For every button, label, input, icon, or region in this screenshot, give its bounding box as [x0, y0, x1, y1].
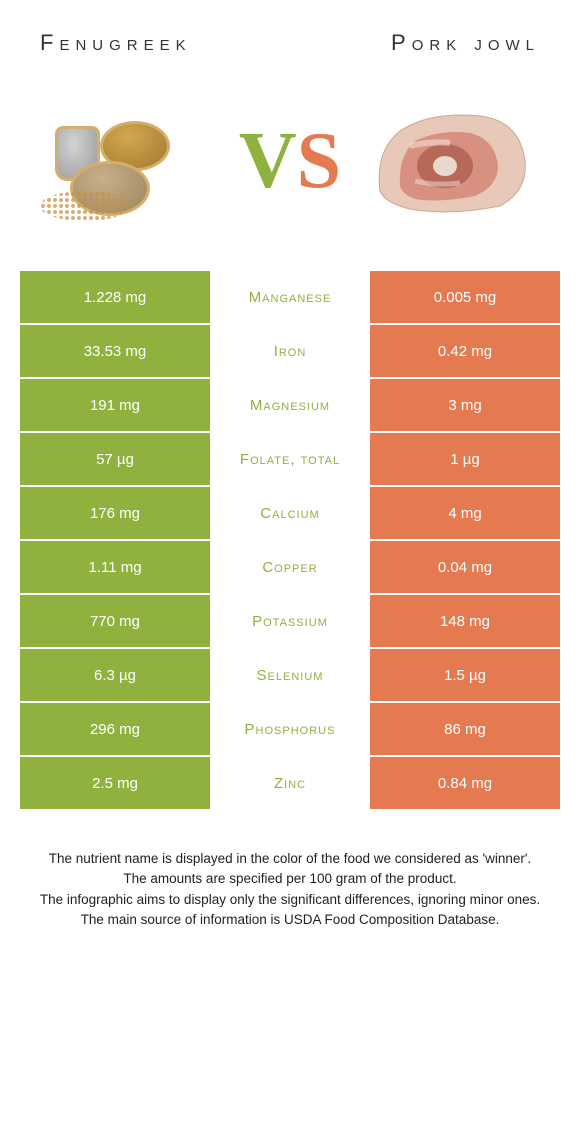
table-row: 770 mgPotassium148 mg: [20, 595, 560, 647]
nutrient-label: Zinc: [210, 757, 370, 809]
right-food-title: Pork jowl: [391, 30, 540, 56]
footer-line-3: The infographic aims to display only the…: [30, 890, 550, 910]
right-value: 1.5 µg: [370, 649, 560, 701]
vs-label: VS: [239, 116, 341, 207]
right-value: 86 mg: [370, 703, 560, 755]
table-row: 1.11 mgCopper0.04 mg: [20, 541, 560, 593]
nutrient-label: Calcium: [210, 487, 370, 539]
nutrient-label: Phosphorus: [210, 703, 370, 755]
footer-notes: The nutrient name is displayed in the co…: [20, 849, 560, 930]
table-row: 176 mgCalcium4 mg: [20, 487, 560, 539]
left-value: 6.3 µg: [20, 649, 210, 701]
right-value: 3 mg: [370, 379, 560, 431]
footer-line-2: The amounts are specified per 100 gram o…: [30, 869, 550, 889]
vs-v: V: [239, 117, 297, 205]
left-value: 191 mg: [20, 379, 210, 431]
nutrient-label: Manganese: [210, 271, 370, 323]
table-row: 296 mgPhosphorus86 mg: [20, 703, 560, 755]
nutrient-label: Iron: [210, 325, 370, 377]
right-value: 0.04 mg: [370, 541, 560, 593]
left-food-title: Fenugreek: [40, 30, 192, 56]
table-row: 1.228 mgManganese0.005 mg: [20, 271, 560, 323]
nutrient-label: Selenium: [210, 649, 370, 701]
table-row: 6.3 µgSelenium1.5 µg: [20, 649, 560, 701]
left-value: 2.5 mg: [20, 757, 210, 809]
footer-line-4: The main source of information is USDA F…: [30, 910, 550, 930]
vs-s: S: [297, 117, 342, 205]
right-value: 4 mg: [370, 487, 560, 539]
pork-jowl-image: [360, 91, 540, 231]
table-row: 2.5 mgZinc0.84 mg: [20, 757, 560, 809]
nutrient-label: Folate, total: [210, 433, 370, 485]
nutrient-label: Potassium: [210, 595, 370, 647]
nutrient-table: 1.228 mgManganese0.005 mg33.53 mgIron0.4…: [20, 271, 560, 809]
right-value: 0.84 mg: [370, 757, 560, 809]
left-value: 770 mg: [20, 595, 210, 647]
nutrient-label: Magnesium: [210, 379, 370, 431]
right-value: 1 µg: [370, 433, 560, 485]
hero-section: VS: [20, 76, 560, 246]
footer-line-1: The nutrient name is displayed in the co…: [30, 849, 550, 869]
left-value: 33.53 mg: [20, 325, 210, 377]
left-value: 176 mg: [20, 487, 210, 539]
left-value: 57 µg: [20, 433, 210, 485]
nutrient-label: Copper: [210, 541, 370, 593]
left-value: 1.228 mg: [20, 271, 210, 323]
right-value: 0.42 mg: [370, 325, 560, 377]
left-value: 1.11 mg: [20, 541, 210, 593]
table-row: 33.53 mgIron0.42 mg: [20, 325, 560, 377]
left-value: 296 mg: [20, 703, 210, 755]
table-row: 57 µgFolate, total1 µg: [20, 433, 560, 485]
table-row: 191 mgMagnesium3 mg: [20, 379, 560, 431]
right-value: 148 mg: [370, 595, 560, 647]
right-value: 0.005 mg: [370, 271, 560, 323]
fenugreek-image: [40, 91, 220, 231]
